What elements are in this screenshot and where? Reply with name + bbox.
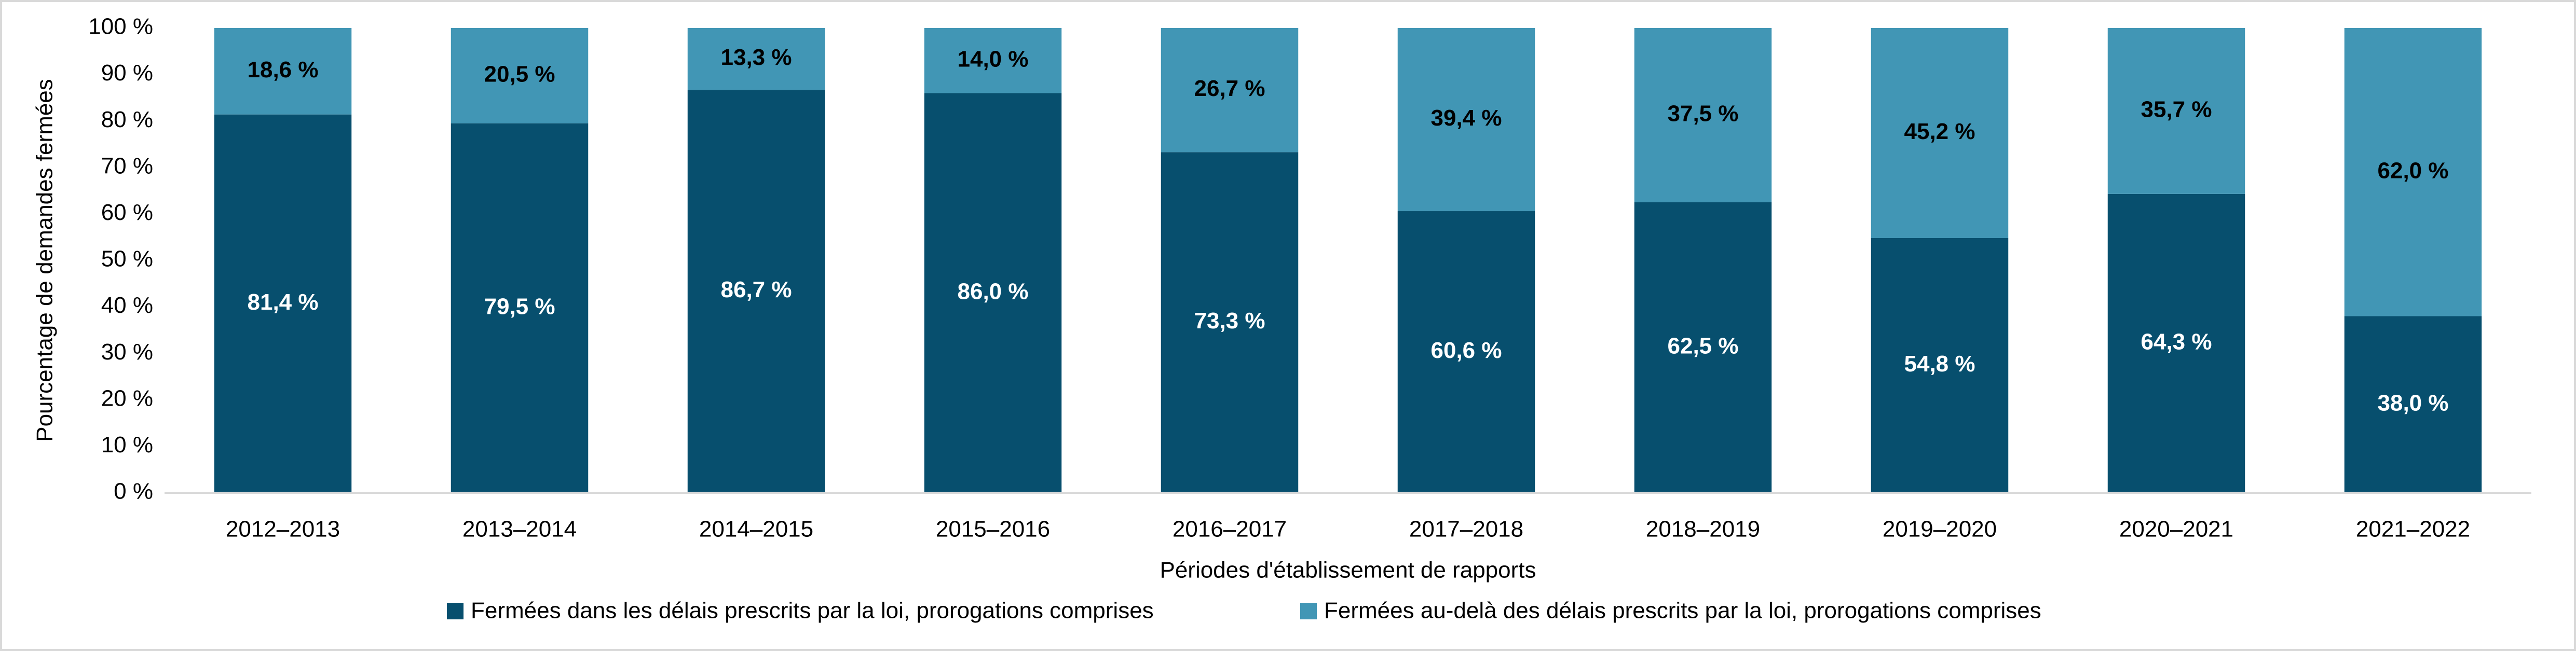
value-label: 62,5 % — [1668, 334, 1739, 359]
bar-segment — [1634, 202, 1772, 493]
value-label: 20,5 % — [484, 61, 555, 87]
legend-label: Fermées au-delà des délais prescrits par… — [1324, 598, 2041, 624]
bar-segment — [924, 93, 1062, 493]
x-tick-label: 2021–2022 — [2356, 517, 2470, 542]
y-tick-label: 100 % — [88, 14, 153, 39]
x-axis-title: Périodes d'établissement de rapports — [1160, 558, 1536, 583]
y-tick-label: 0 % — [114, 479, 153, 504]
value-label: 79,5 % — [484, 294, 555, 319]
value-label: 26,7 % — [1194, 76, 1265, 101]
value-label: 45,2 % — [1904, 119, 1975, 144]
x-tick-label: 2013–2014 — [462, 517, 577, 542]
bar-segment — [687, 28, 825, 90]
x-tick-label: 2014–2015 — [699, 517, 813, 542]
bar-segment — [2344, 316, 2482, 493]
x-tick-label: 2012–2013 — [226, 517, 340, 542]
value-label: 37,5 % — [1668, 101, 1739, 127]
x-tick-label: 2016–2017 — [1173, 517, 1287, 542]
value-label: 39,4 % — [1431, 105, 1502, 131]
value-label: 81,4 % — [248, 289, 319, 315]
bar-segment — [924, 28, 1062, 93]
x-tick-label: 2015–2016 — [936, 517, 1050, 542]
legend-swatch — [1300, 603, 1317, 619]
value-label: 18,6 % — [248, 57, 319, 82]
bar-segment — [1871, 28, 2009, 238]
bar-segment — [451, 123, 589, 493]
x-tick-label: 2018–2019 — [1646, 517, 1760, 542]
bar-segment — [1871, 238, 2009, 493]
bar-segment — [1161, 152, 1299, 493]
value-label: 64,3 % — [2141, 329, 2212, 355]
bar-segment — [2107, 193, 2245, 493]
y-tick-label: 70 % — [101, 153, 153, 178]
y-tick-label: 20 % — [101, 385, 153, 411]
bar-segment — [451, 28, 589, 123]
y-tick-label: 40 % — [101, 293, 153, 318]
legend-label: Fermées dans les délais prescrits par la… — [471, 598, 1154, 624]
y-tick-label: 90 % — [101, 60, 153, 86]
value-label: 86,7 % — [721, 277, 792, 302]
value-label: 62,0 % — [2378, 158, 2449, 183]
x-tick-label: 2019–2020 — [1883, 517, 1997, 542]
x-tick-label: 2020–2021 — [2119, 517, 2233, 542]
x-tick-label: 2017–2018 — [1409, 517, 1523, 542]
value-label: 86,0 % — [958, 279, 1029, 304]
value-label: 13,3 % — [721, 45, 792, 70]
bar-segment — [2344, 28, 2482, 316]
y-tick-label: 80 % — [101, 107, 153, 132]
bar-segment — [1161, 28, 1299, 153]
bar-segment — [2107, 28, 2245, 194]
bar-segment — [214, 114, 352, 493]
bar-segment — [1397, 211, 1535, 493]
bar-segment — [214, 28, 352, 115]
y-tick-label: 50 % — [101, 246, 153, 272]
y-tick-label: 60 % — [101, 200, 153, 225]
legend-swatch — [447, 603, 464, 619]
bar-segment — [1634, 28, 1772, 202]
value-label: 14,0 % — [958, 46, 1029, 72]
y-tick-label: 10 % — [101, 432, 153, 458]
value-label: 35,7 % — [2141, 97, 2212, 122]
y-axis-title: Pourcentage de demandes fermées — [32, 79, 58, 442]
value-label: 38,0 % — [2378, 390, 2449, 415]
y-tick-label: 30 % — [101, 339, 153, 365]
value-label: 54,8 % — [1904, 351, 1975, 377]
bar-segment — [1397, 28, 1535, 212]
value-label: 73,3 % — [1194, 308, 1265, 334]
value-label: 60,6 % — [1431, 338, 1502, 363]
bar-segment — [687, 90, 825, 493]
